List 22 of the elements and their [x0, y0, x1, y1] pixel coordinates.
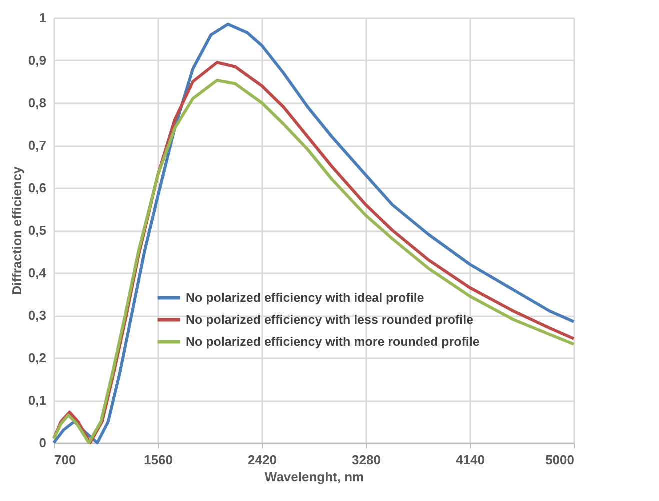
- y-tick-label: 0,2: [28, 350, 46, 366]
- x-tick-label: 700: [54, 452, 76, 468]
- x-tick-label: 3280: [352, 452, 381, 468]
- y-tick-label: 0,5: [28, 223, 46, 238]
- y-tick-label: 0,3: [28, 308, 46, 323]
- legend-label: No polarized efficiency with more rounded profile: [186, 335, 480, 349]
- y-tick-label: 0,1: [28, 393, 46, 408]
- y-tick-label: 0,9: [28, 53, 46, 68]
- legend-label: No polarized efficiency with ideal profile: [186, 291, 424, 305]
- y-tick-label: 0: [39, 436, 46, 450]
- x-tick-label: 4140: [456, 452, 485, 468]
- y-tick-label: 0,4: [28, 266, 48, 280]
- x-tick-label: 2420: [248, 452, 277, 468]
- x-tick-label: 1560: [144, 452, 173, 468]
- y-axis-title: Diffraction efficiency: [9, 166, 24, 296]
- y-tick-label: 0,7: [28, 138, 46, 153]
- x-tick-label: 5000: [546, 452, 574, 468]
- y-tick-label: 0,8: [28, 96, 46, 110]
- legend-label: No polarized efficiency with less rounded profile: [186, 313, 474, 327]
- y-tick-label: 0,6: [28, 180, 46, 196]
- x-axis-title: Wavelenght, nm: [264, 470, 364, 484]
- y-tick-label: 1: [39, 10, 46, 26]
